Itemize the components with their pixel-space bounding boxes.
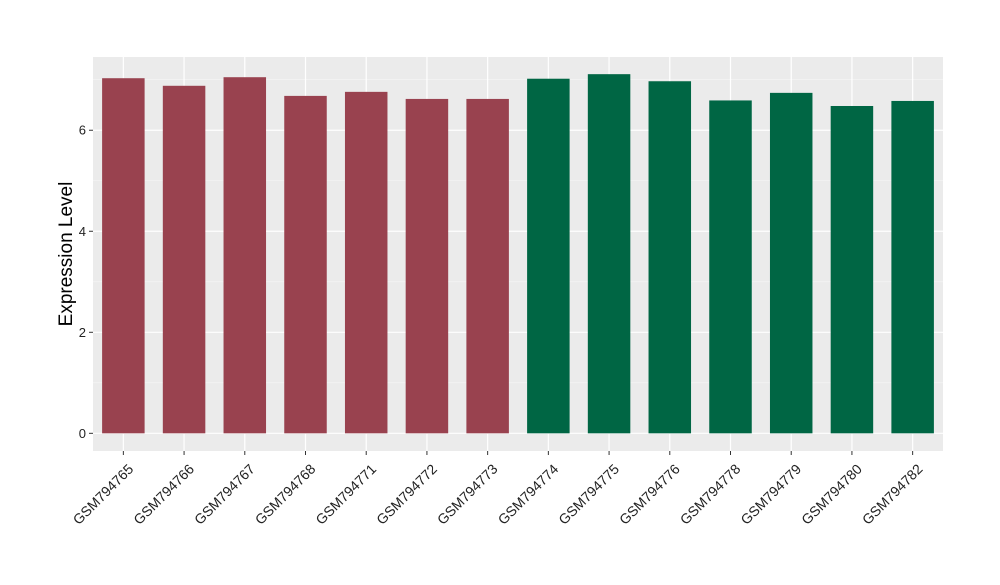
bar-gsm794766 [162,85,206,434]
bar-gsm794776 [648,81,692,434]
x-tick-label: GSM794771 [312,461,379,528]
x-tick-label: GSM794766 [130,461,197,528]
bar-gsm794773 [466,98,509,434]
bar-gsm794771 [344,91,388,434]
x-tick-label: GSM794774 [495,461,562,528]
y-tick-label: 0 [79,426,86,441]
plot-panel [93,57,943,451]
y-axis-title: Expression Level [56,182,77,327]
y-tick-label: 6 [79,123,86,138]
bar-gsm794775 [587,74,631,434]
bar-gsm794780 [830,105,874,434]
x-tick-label: GSM794780 [798,461,865,528]
x-tick-label: GSM794773 [434,461,501,528]
y-tick-label: 4 [79,224,86,239]
y-axis: 0 2 4 6 [79,123,93,441]
x-tick-label: GSM794767 [191,461,258,528]
bar-gsm794767 [223,77,267,434]
bar-gsm794765 [102,78,145,434]
bars [102,74,934,434]
x-tick-label: GSM794779 [737,461,804,528]
x-tick-label: GSM794772 [373,461,440,528]
bar-gsm794782 [891,100,934,434]
bar-gsm794772 [405,98,449,434]
y-tick-label: 2 [79,325,86,340]
x-tick-label: GSM794765 [70,461,137,528]
bar-gsm794779 [769,92,813,434]
x-tick-label: GSM794768 [252,461,319,528]
x-tick-label: GSM794775 [555,461,622,528]
bar-gsm794778 [709,100,752,434]
bar-gsm794768 [284,95,327,434]
x-tick-label: GSM794778 [677,461,744,528]
x-tick-label: GSM794782 [859,461,926,528]
x-tick-label: GSM794776 [616,461,683,528]
bar-gsm794774 [527,78,570,434]
x-axis: GSM794765GSM794766GSM794767GSM794768GSM7… [70,451,926,528]
